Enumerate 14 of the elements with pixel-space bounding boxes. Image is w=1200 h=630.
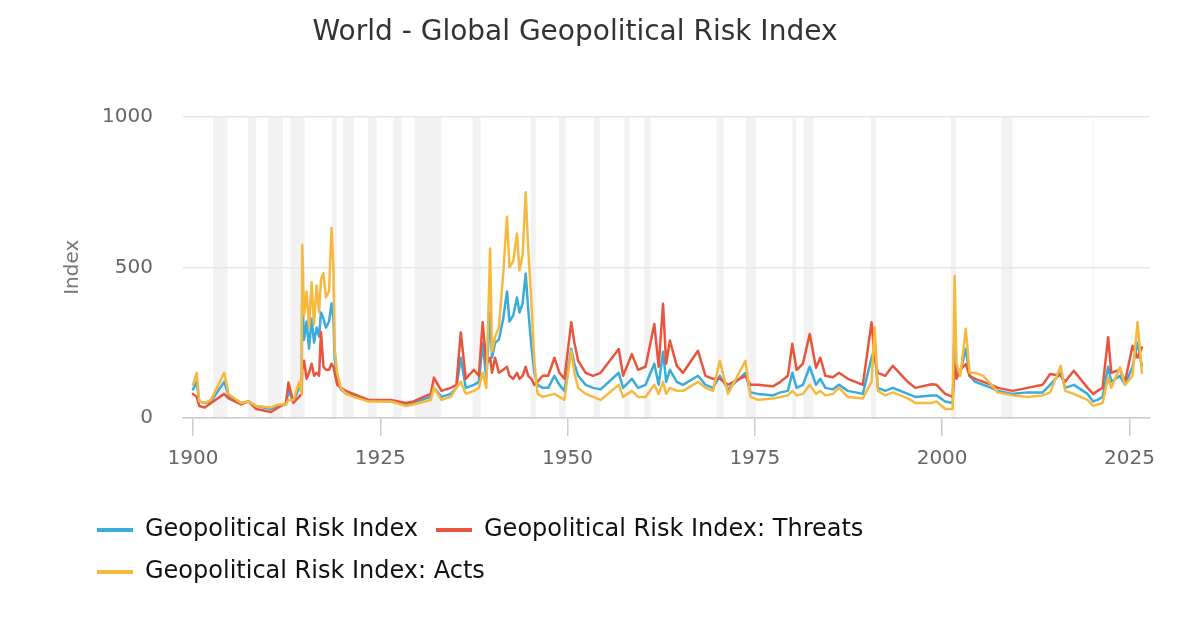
y-axis-title: Index: [59, 239, 84, 295]
x-tick-label: 2000: [916, 445, 968, 470]
legend-label: Geopolitical Risk Index: Threats: [484, 514, 864, 543]
y-tick-label: 500: [114, 253, 153, 278]
x-tick-label: 1925: [354, 445, 406, 470]
chart-title: World - Global Geopolitical Risk Index: [312, 14, 838, 48]
x-tick-label: 2025: [1103, 445, 1155, 470]
x-tick-label: 1950: [542, 445, 594, 470]
x-tick-label: 1900: [167, 445, 219, 470]
y-tick-label: 1000: [102, 102, 153, 127]
y-tick-label: 0: [140, 404, 153, 429]
x-tick-label: 1975: [729, 445, 781, 470]
legend-label: Geopolitical Risk Index: Acts: [145, 556, 485, 585]
legend-label: Geopolitical Risk Index: [145, 514, 419, 543]
